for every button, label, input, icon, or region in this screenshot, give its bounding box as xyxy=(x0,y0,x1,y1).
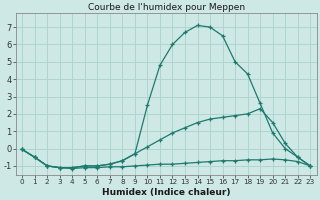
Title: Courbe de l'humidex pour Meppen: Courbe de l'humidex pour Meppen xyxy=(88,3,245,12)
X-axis label: Humidex (Indice chaleur): Humidex (Indice chaleur) xyxy=(102,188,230,197)
